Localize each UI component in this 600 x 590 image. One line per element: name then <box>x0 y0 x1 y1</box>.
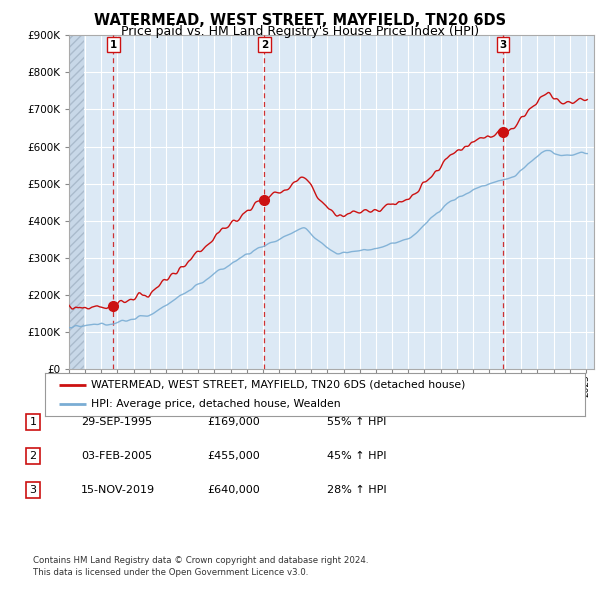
Bar <box>69 35 83 369</box>
Text: 1: 1 <box>29 417 37 427</box>
Text: 29-SEP-1995: 29-SEP-1995 <box>81 417 152 427</box>
Text: 03-FEB-2005: 03-FEB-2005 <box>81 451 152 461</box>
Text: 28% ↑ HPI: 28% ↑ HPI <box>327 486 386 495</box>
Text: HPI: Average price, detached house, Wealden: HPI: Average price, detached house, Weal… <box>91 399 341 409</box>
Text: £169,000: £169,000 <box>207 417 260 427</box>
Text: 15-NOV-2019: 15-NOV-2019 <box>81 486 155 495</box>
Text: £640,000: £640,000 <box>207 486 260 495</box>
Text: WATERMEAD, WEST STREET, MAYFIELD, TN20 6DS (detached house): WATERMEAD, WEST STREET, MAYFIELD, TN20 6… <box>91 380 465 390</box>
Text: Price paid vs. HM Land Registry's House Price Index (HPI): Price paid vs. HM Land Registry's House … <box>121 25 479 38</box>
Text: WATERMEAD, WEST STREET, MAYFIELD, TN20 6DS: WATERMEAD, WEST STREET, MAYFIELD, TN20 6… <box>94 13 506 28</box>
Text: 45% ↑ HPI: 45% ↑ HPI <box>327 451 386 461</box>
Text: 2: 2 <box>29 451 37 461</box>
Text: 3: 3 <box>29 486 37 495</box>
Text: 55% ↑ HPI: 55% ↑ HPI <box>327 417 386 427</box>
Text: £455,000: £455,000 <box>207 451 260 461</box>
Text: 1: 1 <box>110 40 117 50</box>
Text: 3: 3 <box>500 40 507 50</box>
Text: 2: 2 <box>260 40 268 50</box>
Text: Contains HM Land Registry data © Crown copyright and database right 2024.
This d: Contains HM Land Registry data © Crown c… <box>33 556 368 577</box>
